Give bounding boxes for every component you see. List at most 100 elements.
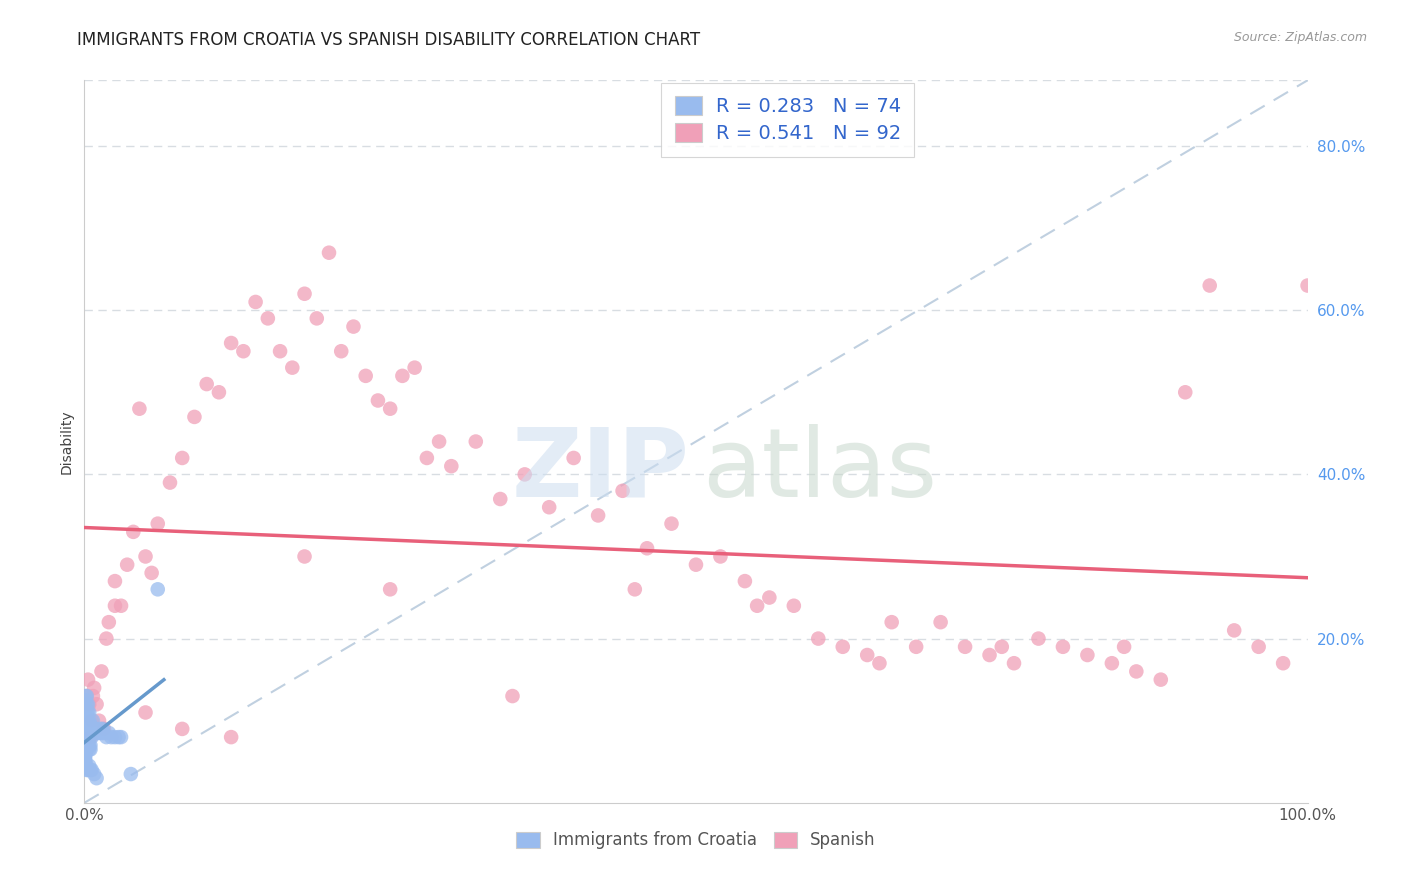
Point (90, 726, 112, 740)
Point (464, 434, 486, 449)
Point (636, 541, 658, 556)
Point (77, 739, 100, 753)
Y-axis label: Disability: Disability (59, 409, 73, 474)
Point (76, 714, 98, 728)
Point (146, 582, 169, 597)
Point (404, 360, 426, 375)
Point (76, 689, 98, 703)
Point (1052, 640, 1074, 654)
Point (79, 718, 101, 732)
Point (80, 722, 103, 736)
Point (135, 706, 157, 720)
Point (929, 615, 952, 630)
Point (953, 640, 976, 654)
Point (391, 368, 413, 383)
Point (73, 742, 96, 756)
Point (100, 730, 122, 744)
Point (305, 311, 328, 326)
Point (76, 739, 98, 753)
Point (79, 739, 101, 753)
Point (685, 558, 707, 572)
Point (783, 599, 806, 613)
Point (77, 706, 100, 720)
Point (747, 599, 769, 613)
Point (562, 450, 585, 465)
Text: Source: ZipAtlas.com: Source: ZipAtlas.com (1233, 31, 1367, 45)
Point (76, 689, 98, 703)
Point (80, 730, 103, 744)
Point (661, 516, 683, 531)
Point (1114, 640, 1136, 654)
Point (96, 730, 118, 744)
Text: atlas: atlas (702, 424, 938, 517)
Point (195, 377, 218, 392)
Point (880, 615, 903, 630)
Point (135, 549, 157, 564)
Legend: Immigrants from Croatia, Spanish: Immigrants from Croatia, Spanish (509, 824, 883, 856)
Point (75, 739, 97, 753)
Point (991, 640, 1014, 654)
Point (97, 726, 120, 740)
Point (257, 311, 280, 326)
Point (77, 698, 100, 712)
Point (75, 734, 97, 748)
Point (73, 750, 96, 764)
Point (979, 648, 1001, 662)
Point (367, 393, 389, 408)
Point (107, 730, 129, 744)
Point (86, 698, 108, 712)
Point (90, 665, 112, 679)
Point (104, 730, 127, 744)
Point (489, 491, 512, 506)
Text: ZIP: ZIP (512, 424, 690, 517)
Point (86, 726, 108, 740)
Point (807, 632, 830, 646)
Point (1150, 673, 1173, 687)
Point (73, 759, 96, 773)
Point (75, 739, 97, 753)
Point (79, 730, 101, 744)
Point (219, 730, 242, 744)
Point (831, 640, 853, 654)
Text: IMMIGRANTS FROM CROATIA VS SPANISH DISABILITY CORRELATION CHART: IMMIGRANTS FROM CROATIA VS SPANISH DISAB… (77, 31, 700, 49)
Point (1296, 278, 1319, 293)
Point (502, 689, 524, 703)
Point (91, 722, 114, 736)
Point (172, 450, 194, 465)
Point (416, 450, 439, 465)
Point (97, 615, 120, 630)
Point (89, 722, 111, 736)
Point (79, 763, 101, 777)
Point (76, 730, 98, 744)
Point (79, 726, 101, 740)
Point (82, 689, 104, 703)
Point (77, 706, 100, 720)
Point (77, 698, 100, 712)
Point (734, 574, 756, 588)
Point (612, 483, 634, 498)
Point (115, 558, 138, 572)
Point (440, 459, 463, 474)
Point (1272, 657, 1295, 671)
Point (110, 730, 132, 744)
Point (330, 344, 353, 359)
Point (538, 500, 561, 515)
Point (342, 319, 364, 334)
Point (219, 336, 242, 351)
Point (82, 714, 104, 728)
Point (84, 722, 107, 736)
Point (75, 750, 97, 764)
Point (905, 640, 928, 654)
Point (624, 582, 647, 597)
Point (75, 718, 97, 732)
Point (294, 286, 316, 301)
Point (75, 701, 97, 715)
Point (1028, 632, 1050, 646)
Point (586, 508, 609, 523)
Point (75, 739, 97, 753)
Point (128, 401, 150, 416)
Point (79, 742, 101, 756)
Point (758, 591, 780, 605)
Point (245, 295, 267, 310)
Point (75, 722, 97, 736)
